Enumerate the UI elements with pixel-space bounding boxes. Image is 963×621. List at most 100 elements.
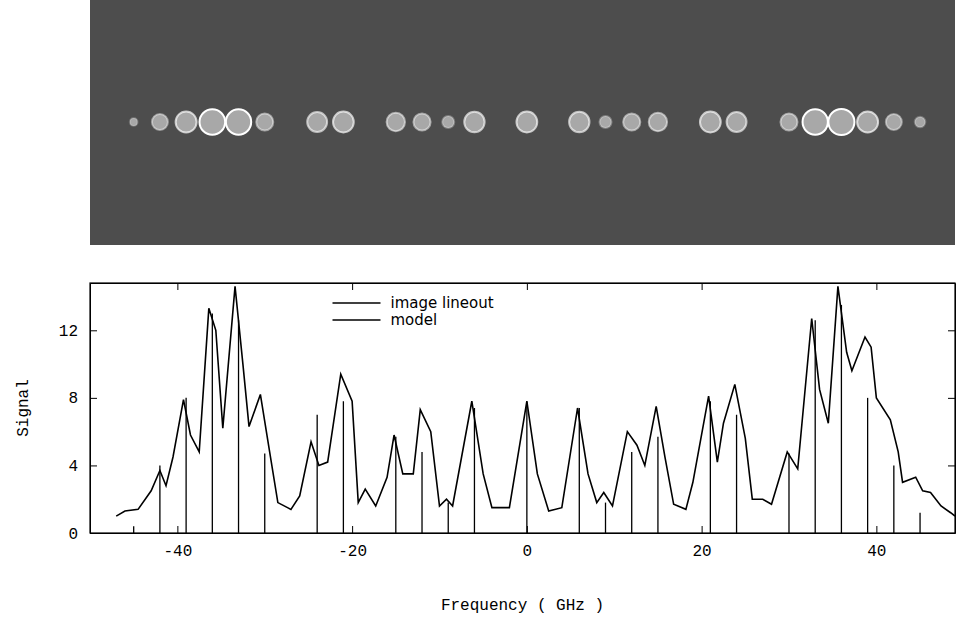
model-stem [133, 526, 134, 533]
image-spot [333, 112, 354, 133]
y-tick-label: 12 [59, 323, 78, 341]
image-spot [915, 117, 926, 128]
x-tick: -20 [338, 526, 367, 561]
image-spot [649, 113, 667, 131]
image-spot [256, 113, 273, 130]
legend-label: model [391, 311, 438, 329]
y-tick-mark [948, 330, 955, 331]
image-spot [152, 114, 168, 130]
image-spot [442, 116, 454, 128]
model-stem [474, 408, 475, 533]
x-tick: -40 [163, 526, 192, 561]
x-tick-label: 20 [693, 543, 712, 561]
model-stem [736, 415, 737, 533]
model-stem [395, 437, 396, 533]
y-tick-right [948, 330, 955, 331]
image-spot [176, 112, 197, 133]
x-axis: -40 -20 0 20 40 [91, 526, 956, 561]
model-stem [343, 401, 344, 533]
x-tick-mark [352, 526, 353, 533]
model-stem [159, 465, 160, 533]
x-tick-mark [702, 283, 703, 290]
image-spot [569, 112, 589, 132]
y-tick-label: 8 [68, 390, 78, 408]
x-tick-top [876, 283, 877, 290]
x-tick-mark [352, 283, 353, 290]
model-stem [841, 305, 842, 533]
model-stem [867, 398, 868, 533]
image-spot [803, 109, 828, 134]
y-axis-title: Signal [15, 379, 33, 437]
image-spot [413, 113, 430, 130]
model-stem [631, 452, 632, 533]
model-stem [317, 415, 318, 533]
image-spot [727, 112, 747, 132]
x-tick-top [527, 283, 528, 290]
y-tick-mark [948, 398, 955, 399]
x-tick-mark [876, 283, 877, 290]
x-tick-top [177, 283, 178, 290]
image-spot [700, 112, 721, 133]
image-spot [200, 109, 226, 135]
model-stem [657, 437, 658, 533]
model-stem [788, 454, 789, 533]
y-tick-mark [90, 330, 97, 331]
x-axis-top [91, 283, 956, 290]
y-tick: 4 [68, 458, 97, 476]
model-stem [421, 452, 422, 533]
image-spot [516, 112, 537, 133]
model-stem [893, 465, 894, 533]
legend-swatch [333, 302, 381, 304]
y-tick-label: 0 [68, 526, 78, 544]
model-stem [185, 398, 186, 533]
x-tick: 40 [867, 526, 886, 561]
y-tick: 8 [68, 390, 97, 408]
y-axis: 0 4 8 12 [59, 284, 97, 544]
image-spot [599, 116, 611, 128]
model-stem [238, 320, 239, 533]
image-spot [857, 112, 878, 133]
lineout-line [116, 286, 955, 516]
x-tick-label: -20 [338, 543, 367, 561]
model-stem [815, 320, 816, 533]
model-stem [264, 454, 265, 533]
plot-area [116, 286, 955, 533]
image-spot [387, 113, 405, 131]
x-tick-label: -40 [163, 543, 192, 561]
image-spot [307, 112, 327, 132]
y-tick-label: 4 [68, 458, 78, 476]
model-stem [605, 503, 606, 533]
legend: image lineoutmodel [333, 294, 494, 329]
y-tick-mark [948, 465, 955, 466]
x-tick-label: 0 [523, 543, 533, 561]
y-tick-right [948, 465, 955, 466]
image-spot [828, 109, 854, 135]
x-tick-mark [702, 526, 703, 533]
image-spot [464, 112, 484, 132]
y-tick: 0 [68, 526, 97, 544]
model-stem [579, 408, 580, 533]
image-background [90, 0, 955, 245]
y-tick-mark [90, 465, 97, 466]
plot-frame [90, 283, 955, 533]
model-stem [710, 401, 711, 533]
y-tick-right [948, 398, 955, 399]
image-spot [130, 118, 138, 126]
legend-swatch [333, 319, 381, 321]
x-tick-label: 40 [867, 543, 886, 561]
chart: -40-200204004812image lineoutmodelFreque… [0, 0, 963, 621]
x-tick-mark [527, 283, 528, 290]
x-tick-mark [177, 283, 178, 290]
y-axis-right [948, 284, 956, 534]
y-tick-mark [90, 398, 97, 399]
image-spot [780, 113, 797, 130]
image-spot [886, 114, 902, 130]
image-panel [90, 0, 955, 245]
x-tick-top [352, 283, 353, 290]
model-stem [526, 401, 527, 533]
model-stem [919, 513, 920, 533]
x-tick-mark [876, 526, 877, 533]
x-tick-top [702, 283, 703, 290]
legend-label: image lineout [391, 294, 494, 312]
model-stem [212, 313, 213, 533]
